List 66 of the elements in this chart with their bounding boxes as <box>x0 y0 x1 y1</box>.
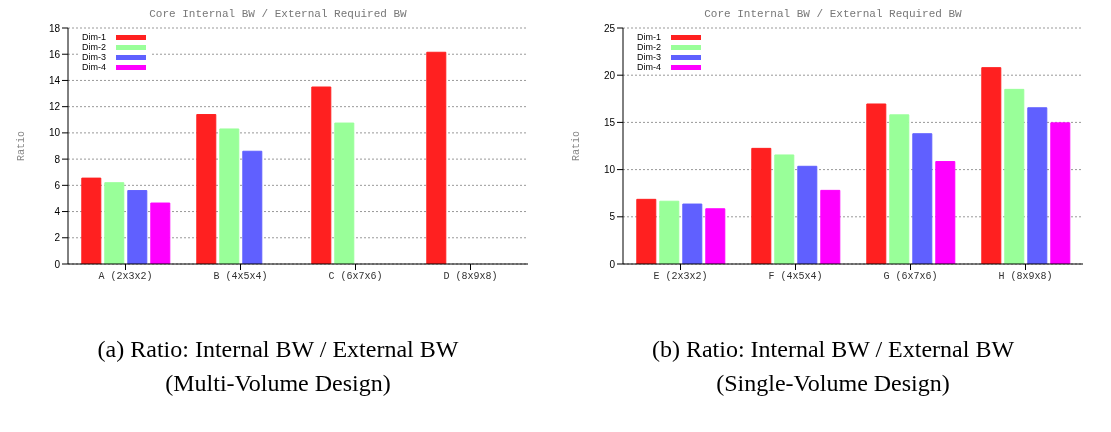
chart-title: Core Internal BW / External Required BW <box>148 8 408 22</box>
x-tick-label: A (2x3x2) <box>98 271 153 283</box>
x-tick-label: D (8x9x8) <box>443 271 498 283</box>
bar <box>104 182 125 264</box>
bar <box>150 202 171 264</box>
legend-label: Dim-3 <box>82 52 107 62</box>
text: (Multi-Volume Design) <box>164 369 392 398</box>
y-tick-label: 5 <box>609 211 616 223</box>
bar <box>334 122 355 264</box>
bar <box>866 103 887 264</box>
y-tick-label: 25 <box>603 22 616 34</box>
bar <box>774 154 795 264</box>
y-tick-label: 2 <box>54 232 61 244</box>
y-tick-label: 0 <box>609 258 616 270</box>
bar <box>311 86 332 264</box>
legend-label: Dim-2 <box>82 42 107 52</box>
x-tick-label: G (6x7x6) <box>883 271 938 283</box>
legend-label: Dim-4 <box>637 62 662 72</box>
y-tick-label: 10 <box>603 164 616 176</box>
bar <box>1050 122 1071 264</box>
bar <box>935 161 956 264</box>
bar <box>797 165 818 264</box>
y-tick-label: 12 <box>48 101 61 113</box>
text: (a) Ratio: Internal BW / External BW <box>96 335 460 364</box>
legend-label: Dim-2 <box>637 42 662 52</box>
bar <box>682 203 703 264</box>
y-tick-label: 10 <box>48 127 61 139</box>
y-axis-title: Ratio <box>570 130 582 162</box>
y-tick-label: 6 <box>54 179 61 191</box>
bar <box>1004 88 1025 264</box>
x-tick-label: B (4x5x4) <box>213 271 268 283</box>
bar <box>426 51 447 264</box>
legend-label: Dim-4 <box>82 62 107 72</box>
x-tick-label: C (6x7x6) <box>328 271 383 283</box>
y-tick-label: 20 <box>603 69 616 81</box>
bar <box>81 177 102 264</box>
x-tick-label: E (2x3x2) <box>653 271 708 283</box>
legend-label: Dim-1 <box>82 32 107 42</box>
legend-label: Dim-1 <box>637 32 662 42</box>
x-tick-label: F (4x5x4) <box>768 271 823 283</box>
y-tick-label: 8 <box>54 153 61 165</box>
y-tick-label: 16 <box>48 48 61 60</box>
y-tick-label: 15 <box>603 116 616 128</box>
y-tick-label: 0 <box>54 258 61 270</box>
chart-title: Core Internal BW / External Required BW <box>703 8 963 22</box>
bar <box>636 198 657 264</box>
bar <box>242 150 263 264</box>
bar <box>219 128 240 264</box>
bar <box>1027 107 1048 264</box>
text: (Single-Volume Design) <box>715 369 951 398</box>
y-tick-label: 18 <box>48 22 61 34</box>
bar <box>705 208 726 264</box>
bar <box>196 114 217 264</box>
y-tick-label: 14 <box>48 74 61 86</box>
y-axis-title: Ratio <box>15 130 27 162</box>
y-tick-label: 4 <box>54 206 61 218</box>
bar <box>820 189 841 264</box>
bar <box>981 67 1002 264</box>
bar <box>659 200 680 264</box>
bar <box>889 114 910 264</box>
bar <box>127 190 148 264</box>
bar <box>912 133 933 264</box>
legend-label: Dim-3 <box>637 52 662 62</box>
bar <box>751 147 772 264</box>
x-tick-label: H (8x9x8) <box>998 271 1053 283</box>
text: (b) Ratio: Internal BW / External BW <box>650 335 1016 364</box>
